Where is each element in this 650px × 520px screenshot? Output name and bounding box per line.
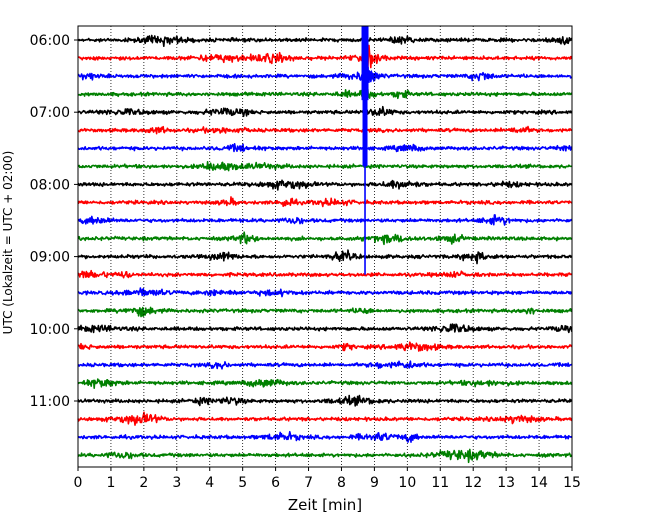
x-tick-label-2: 2	[139, 475, 148, 491]
trace-line-2	[77, 70, 573, 83]
x-tick-label-5: 5	[238, 475, 247, 491]
trace-line-10	[77, 214, 573, 226]
x-tick-label-12: 12	[464, 475, 482, 491]
trace-line-19	[77, 378, 573, 389]
x-axis-label: Zeit [min]	[288, 496, 362, 514]
trace-line-4	[77, 105, 572, 118]
event-coda	[363, 66, 382, 89]
x-tick-label-7: 7	[304, 475, 313, 491]
trace-line-23	[77, 448, 573, 464]
trace-line-6	[77, 142, 573, 153]
x-tick-label-3: 3	[172, 475, 181, 491]
x-tick-label-14: 14	[530, 475, 548, 491]
trace-line-1	[77, 33, 573, 72]
trace-line-15	[77, 306, 573, 318]
trace-line-22	[77, 430, 573, 443]
trace-line-5	[77, 125, 573, 135]
x-tick-label-9: 9	[370, 475, 379, 491]
x-tick-label-6: 6	[271, 475, 280, 491]
trace-line-14	[77, 287, 573, 298]
event-spike	[361, 26, 382, 275]
trace-line-13	[77, 269, 573, 279]
trace-line-16	[77, 323, 573, 334]
trace-line-12	[77, 249, 573, 265]
x-tick-label-15: 15	[563, 475, 581, 491]
y-axis-ticks: 06:00 07:00 08:00 09:00 10:00 11:00	[30, 33, 78, 410]
trace-line-3	[77, 88, 573, 100]
trace-line-8	[77, 179, 573, 191]
trace-line-18	[77, 360, 573, 370]
y-axis-label: UTC (Lokalzeit = UTC + 02:00)	[1, 151, 15, 335]
event-spike-body	[361, 26, 369, 101]
trace-line-21	[77, 411, 573, 426]
x-axis-ticks: 0 1 2 3 4 5 6 7 8 9 10 11 12 13 14 15	[74, 467, 581, 491]
y-tick-label-3: 09:00	[30, 250, 70, 266]
trace-line-11	[77, 231, 573, 246]
trace-line-17	[77, 341, 573, 352]
trace-line-0	[77, 34, 573, 48]
trace-line-9	[77, 196, 573, 208]
trace-line-20	[77, 394, 572, 407]
event-spike-tail	[362, 86, 368, 167]
x-tick-label-4: 4	[205, 475, 214, 491]
x-tick-label-11: 11	[431, 475, 449, 491]
plot-frame	[77, 25, 573, 468]
trace-line-7	[77, 160, 572, 172]
trace-group	[77, 26, 573, 464]
x-tick-label-10: 10	[398, 475, 416, 491]
x-tick-label-0: 0	[74, 475, 83, 491]
y-tick-label-2: 08:00	[30, 177, 70, 193]
x-tick-label-1: 1	[106, 475, 115, 491]
y-tick-label-1: 07:00	[30, 105, 70, 121]
x-tick-label-13: 13	[497, 475, 515, 491]
y-tick-label-5: 11:00	[30, 394, 70, 410]
y-tick-label-0: 06:00	[30, 33, 70, 49]
y-tick-label-4: 10:00	[30, 322, 70, 338]
x-tick-label-8: 8	[337, 475, 346, 491]
